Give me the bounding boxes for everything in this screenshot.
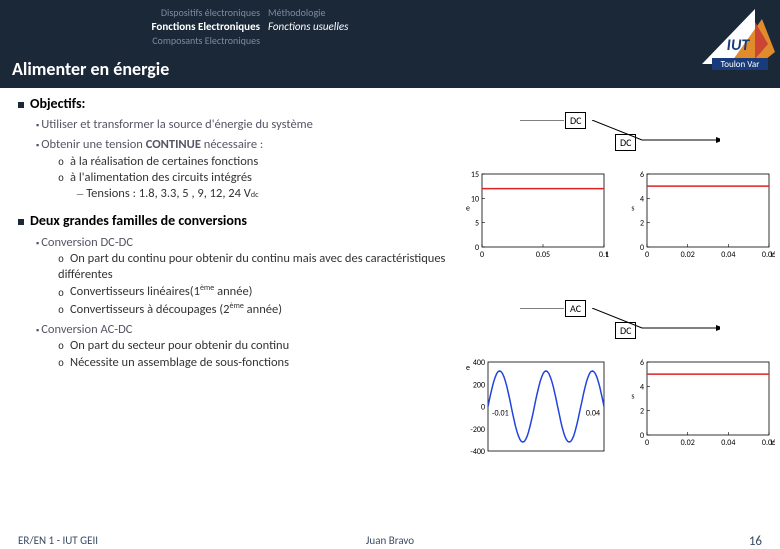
obj2-d-text: Tensions : 1.8, 3.3, 5 , 9, 12, 24 V xyxy=(86,186,251,201)
footer-center: Juan Bravo xyxy=(366,534,414,547)
nav-left: Dispositifs électroniques Fonctions Elec… xyxy=(151,6,260,48)
svg-text:0: 0 xyxy=(480,250,484,260)
svg-text:0: 0 xyxy=(640,431,644,441)
svg-text:t: t xyxy=(770,438,773,448)
dcdc-o3: Convertisseurs à découpages (2ème année) xyxy=(58,301,458,318)
svg-text:0: 0 xyxy=(640,243,644,253)
header: Dispositifs électroniques Fonctions Elec… xyxy=(0,0,780,88)
obj-1: Utiliser et transformer la source d'éner… xyxy=(36,117,458,133)
dcdc-o3c: année) xyxy=(244,302,282,317)
dcdc-heading: Conversion DC-DC xyxy=(36,235,458,251)
dcdc-o3a: Convertisseurs à découpages (2 xyxy=(70,302,229,317)
ac-out-chart: 6 4 2 00 0.02 0.04 0.06 s t xyxy=(625,358,775,453)
svg-text:4: 4 xyxy=(640,194,644,204)
content-body: Objectifs: Utiliser et transformer la so… xyxy=(18,95,458,371)
nav-right: Méthodologie Fonctions usuelles xyxy=(268,6,348,34)
svg-text:0: 0 xyxy=(481,403,485,413)
obj2-c: nécessaire : xyxy=(201,137,263,152)
objectifs-heading: Objectifs: xyxy=(18,95,458,113)
obj2-dash: Tensions : 1.8, 3.3, 5 , 9, 12, 24 Vdc xyxy=(76,186,458,202)
obj2-b: CONTINUE xyxy=(146,137,201,152)
svg-text:s: s xyxy=(631,204,634,214)
svg-text:400: 400 xyxy=(473,358,485,368)
svg-text:-400: -400 xyxy=(470,447,485,457)
svg-text:e: e xyxy=(466,204,470,214)
dc-out-chart: 6 4 2 00 0.02 0.04 0.06 s t xyxy=(625,170,775,265)
svg-text:IUT: IUT xyxy=(727,36,751,55)
acdc-o1: On part du secteur pour obtenir du conti… xyxy=(58,338,458,354)
svg-text:t: t xyxy=(605,250,608,260)
obj2-d-sub: dc xyxy=(251,190,259,200)
nav-right-2: Fonctions usuelles xyxy=(268,20,348,34)
svg-text:0: 0 xyxy=(645,250,649,260)
svg-text:e: e xyxy=(466,363,470,373)
svg-text:0.02: 0.02 xyxy=(681,250,695,260)
svg-text:0.04: 0.04 xyxy=(586,409,600,419)
svg-text:Toulon Var: Toulon Var xyxy=(721,59,760,70)
nav-left-3: Composants Electroniques xyxy=(151,34,260,48)
svg-text:-0.01: -0.01 xyxy=(492,409,509,419)
footer-page: 16 xyxy=(749,534,762,549)
familles-heading: Deux grandes familles de conversions xyxy=(18,212,458,230)
svg-text:0.06: 0.06 xyxy=(762,250,775,260)
svg-text:0: 0 xyxy=(475,243,479,253)
dcdc-o2a: Convertisseurs linéaires(1 xyxy=(70,285,200,300)
dcdc-o2: Convertisseurs linéaires(1ème année) xyxy=(58,283,458,300)
dcdc-o1: On part du continu pour obtenir du conti… xyxy=(58,251,458,284)
footer-left: ER/EN 1 - IUT GEII xyxy=(18,534,98,547)
svg-text:-200: -200 xyxy=(470,425,485,435)
svg-text:0.04: 0.04 xyxy=(721,438,735,448)
nav-right-1: Méthodologie xyxy=(268,6,348,20)
obj-2: Obtenir une tension CONTINUE nécessaire … xyxy=(36,137,458,153)
dcdc-o2b: ème xyxy=(200,283,214,293)
svg-text:0: 0 xyxy=(645,438,649,448)
svg-text:s: s xyxy=(631,392,634,402)
svg-text:5: 5 xyxy=(475,219,479,229)
svg-text:200: 200 xyxy=(473,380,485,390)
nav-left-2: Fonctions Electroniques xyxy=(151,20,260,34)
svg-text:0.05: 0.05 xyxy=(536,250,550,260)
acdc-diagram: AC DC 4002000-200-400-0.010.04e 642000.0… xyxy=(460,300,770,470)
page-title: Alimenter en énergie xyxy=(12,58,169,80)
svg-text:0.02: 0.02 xyxy=(681,438,695,448)
svg-text:4: 4 xyxy=(640,382,644,392)
dcdc-diagram: DC DC 15105000.050.1et 642000.020.040.06… xyxy=(460,112,770,282)
svg-text:6: 6 xyxy=(640,170,644,180)
logo-iut: IUT Toulon Var xyxy=(700,4,778,74)
acdc-o2: Nécessite un assemblage de sous-fonction… xyxy=(58,355,458,371)
svg-text:10: 10 xyxy=(471,194,479,204)
acdc-heading: Conversion AC-DC xyxy=(36,322,458,338)
svg-text:15: 15 xyxy=(471,170,479,180)
svg-text:0.04: 0.04 xyxy=(721,250,735,260)
svg-text:2: 2 xyxy=(640,407,644,417)
svg-text:t: t xyxy=(770,250,773,260)
svg-text:0.06: 0.06 xyxy=(762,438,775,448)
obj2-o1: à la réalisation de certaines fonctions xyxy=(58,154,458,170)
svg-text:2: 2 xyxy=(640,219,644,229)
nav-left-1: Dispositifs électroniques xyxy=(151,6,260,20)
svg-text:6: 6 xyxy=(640,358,644,368)
dcdc-o2c: année) xyxy=(214,285,252,300)
ac-in-chart: 400 200 0 -200 -400 -0.01 0.04 e xyxy=(460,358,610,463)
dc-in-chart: 15105000.050.1et xyxy=(460,170,610,265)
obj2-o2: à l'alimentation des circuits intégrés xyxy=(58,170,458,186)
obj2-a: Obtenir une tension xyxy=(41,137,145,152)
dcdc-o3b: ème xyxy=(229,301,243,311)
